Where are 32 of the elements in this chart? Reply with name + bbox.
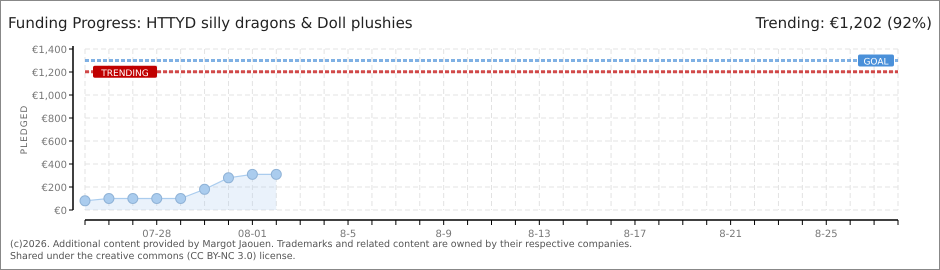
text: (c)2026. Additional content provided by Margot Jaouen. Trademarks and related content are owned by their respective companies. bbox=[10, 239, 632, 250]
x-tick-label: 8-13 bbox=[528, 229, 551, 240]
point bbox=[80, 195, 90, 206]
point bbox=[270, 168, 282, 180]
x-tick-label: 8-25 bbox=[814, 229, 838, 240]
point bbox=[199, 184, 210, 195]
y-tick-label: €200 bbox=[42, 183, 67, 194]
x-tick-label: 8-9 bbox=[436, 229, 452, 240]
y-tick-label: €1,400 bbox=[32, 45, 67, 56]
point bbox=[127, 193, 138, 204]
y-tick-label: €600 bbox=[42, 137, 67, 148]
x-tick-label: 07-28 bbox=[142, 229, 172, 240]
text: Shared under the creative commons (CC BY-NC 3.0) license. bbox=[10, 251, 296, 262]
x-tick-label: 08-01 bbox=[238, 229, 267, 240]
y-tick-label: €800 bbox=[42, 114, 67, 125]
point bbox=[222, 172, 234, 184]
x-tick-label: 8-5 bbox=[340, 229, 356, 240]
point bbox=[151, 193, 162, 204]
y-tick-label: €1,000 bbox=[32, 91, 67, 102]
chart-subtitle: Trending: €1,202 (92%) bbox=[754, 14, 932, 32]
ref-line-label: GOAL bbox=[863, 58, 889, 68]
ref-line-label: TRENDING bbox=[100, 68, 149, 79]
y-tick-label: €1,200 bbox=[32, 68, 67, 79]
y-tick-label: €400 bbox=[42, 160, 67, 171]
point bbox=[175, 193, 186, 204]
chart-title: Funding Progress: HTTYD silly dragons & Doll plushies bbox=[8, 14, 413, 32]
point bbox=[103, 193, 114, 204]
y-axis-title: PLEDGED bbox=[20, 104, 30, 154]
x-tick-label: 8-17 bbox=[624, 229, 646, 240]
point bbox=[246, 168, 258, 180]
x-tick-label: 8-21 bbox=[719, 229, 742, 240]
y-tick-label: €0 bbox=[54, 206, 67, 217]
